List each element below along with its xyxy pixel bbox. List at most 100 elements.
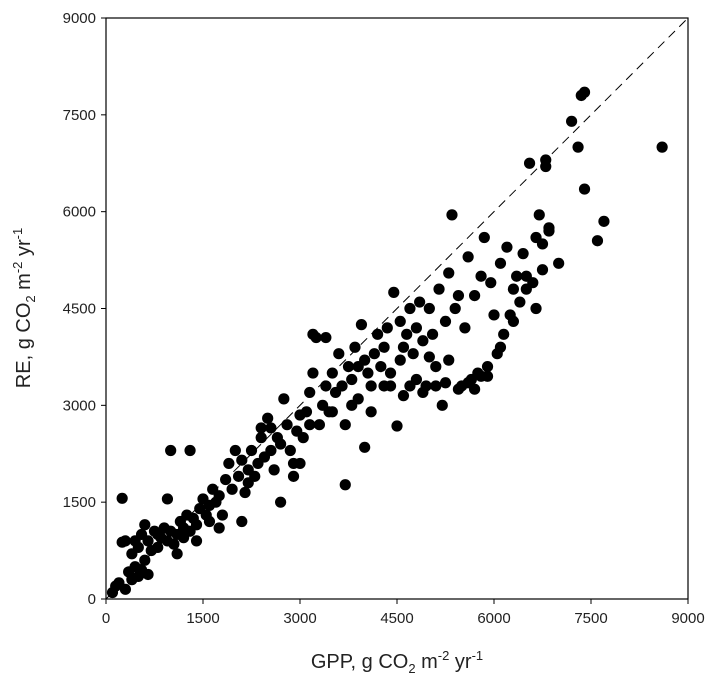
data-point-186: [439, 377, 452, 389]
data-point-137: [523, 157, 536, 169]
data-point-172: [339, 419, 351, 431]
data-point-162: [242, 477, 254, 489]
data-point-147: [578, 86, 591, 98]
data-point-129: [498, 328, 510, 340]
data-point-150: [598, 215, 610, 227]
data-point-58: [268, 464, 280, 476]
y-tick-label-6: 9000: [63, 10, 96, 27]
data-point-34: [190, 519, 203, 531]
y-tick-label-5: 7500: [63, 107, 96, 124]
y-axis-ticks: 0 1500 3000 4500 6000 7500 9000: [63, 10, 106, 608]
data-point-80: [339, 479, 351, 491]
data-point-60: [275, 438, 287, 450]
x-tick-label-2: 3000: [283, 610, 316, 627]
data-point-187: [443, 354, 455, 366]
data-point-155: [152, 528, 164, 541]
data-point-163: [255, 422, 267, 434]
data-point-114: [449, 302, 461, 315]
data-point-117: [459, 322, 471, 334]
data-point-165: [275, 496, 287, 508]
data-point-183: [417, 386, 429, 399]
data-point-98: [397, 341, 410, 353]
data-point-128: [494, 257, 507, 269]
data-point-12: [142, 568, 154, 581]
data-point-17: [119, 583, 131, 595]
data-point-184: [423, 351, 435, 363]
data-point-169: [307, 328, 319, 340]
data-point-126: [488, 309, 500, 321]
data-point-144: [566, 115, 578, 127]
data-point-112: [443, 267, 455, 279]
data-point-100: [404, 302, 416, 315]
data-point-49: [239, 486, 251, 499]
data-point-179: [394, 354, 406, 366]
data-point-151: [656, 141, 668, 153]
data-point-154: [161, 493, 174, 505]
data-point-83: [349, 341, 361, 353]
data-point-200: [553, 257, 565, 269]
data-point-95: [388, 286, 400, 298]
data-point-57: [265, 444, 277, 457]
data-point-3: [116, 492, 128, 504]
data-point-47: [232, 470, 245, 482]
data-point-145: [572, 141, 584, 153]
data-point-152: [165, 444, 177, 457]
data-point-109: [433, 283, 445, 295]
data-point-122: [475, 270, 487, 282]
data-point-124: [481, 361, 494, 373]
data-point-67: [297, 432, 309, 444]
data-point-87: [362, 367, 374, 379]
points-layer: [106, 86, 668, 599]
data-point-108: [430, 361, 442, 373]
data-point-79: [336, 380, 348, 392]
data-point-156: [171, 548, 183, 560]
data-point-148: [578, 183, 591, 195]
data-point-51: [245, 444, 258, 457]
data-point-149: [591, 235, 604, 247]
data-point-68: [300, 406, 313, 418]
data-point-171: [326, 406, 338, 418]
data-point-170: [320, 331, 332, 344]
data-point-197: [536, 264, 549, 276]
data-point-93: [381, 322, 393, 334]
data-point-153: [184, 444, 196, 457]
data-point-97: [394, 315, 406, 328]
x-tick-label-0: 0: [102, 610, 110, 627]
data-point-41: [213, 490, 225, 502]
data-point-132: [507, 283, 519, 295]
data-point-46: [229, 444, 241, 457]
data-point-92: [378, 341, 390, 353]
data-point-76: [326, 367, 338, 379]
data-point-72: [313, 419, 325, 431]
data-point-90: [372, 328, 384, 340]
data-point-188: [452, 383, 465, 395]
data-point-140: [533, 209, 545, 221]
y-tick-label-3: 4500: [63, 301, 96, 318]
data-point-88: [365, 406, 377, 418]
data-point-48: [236, 454, 248, 466]
data-point-14: [126, 574, 138, 586]
data-point-69: [304, 386, 316, 399]
data-point-11: [139, 554, 151, 566]
data-point-141: [536, 238, 549, 250]
data-point-159: [203, 515, 216, 528]
data-point-16: [139, 519, 151, 531]
data-point-111: [439, 315, 452, 328]
data-point-166: [287, 470, 300, 482]
data-point-22: [152, 541, 164, 553]
data-point-20: [142, 535, 154, 547]
data-point-175: [359, 441, 371, 453]
data-point-110: [436, 399, 448, 411]
data-point-85: [355, 319, 368, 331]
data-point-161: [236, 515, 248, 528]
data-point-42: [216, 509, 228, 521]
data-point-113: [446, 209, 458, 221]
data-point-167: [294, 457, 306, 470]
data-point-118: [462, 251, 474, 263]
data-point-120: [469, 289, 481, 302]
data-point-115: [452, 289, 465, 302]
data-point-198: [540, 160, 552, 173]
data-point-180: [397, 390, 410, 402]
data-point-125: [485, 277, 497, 289]
